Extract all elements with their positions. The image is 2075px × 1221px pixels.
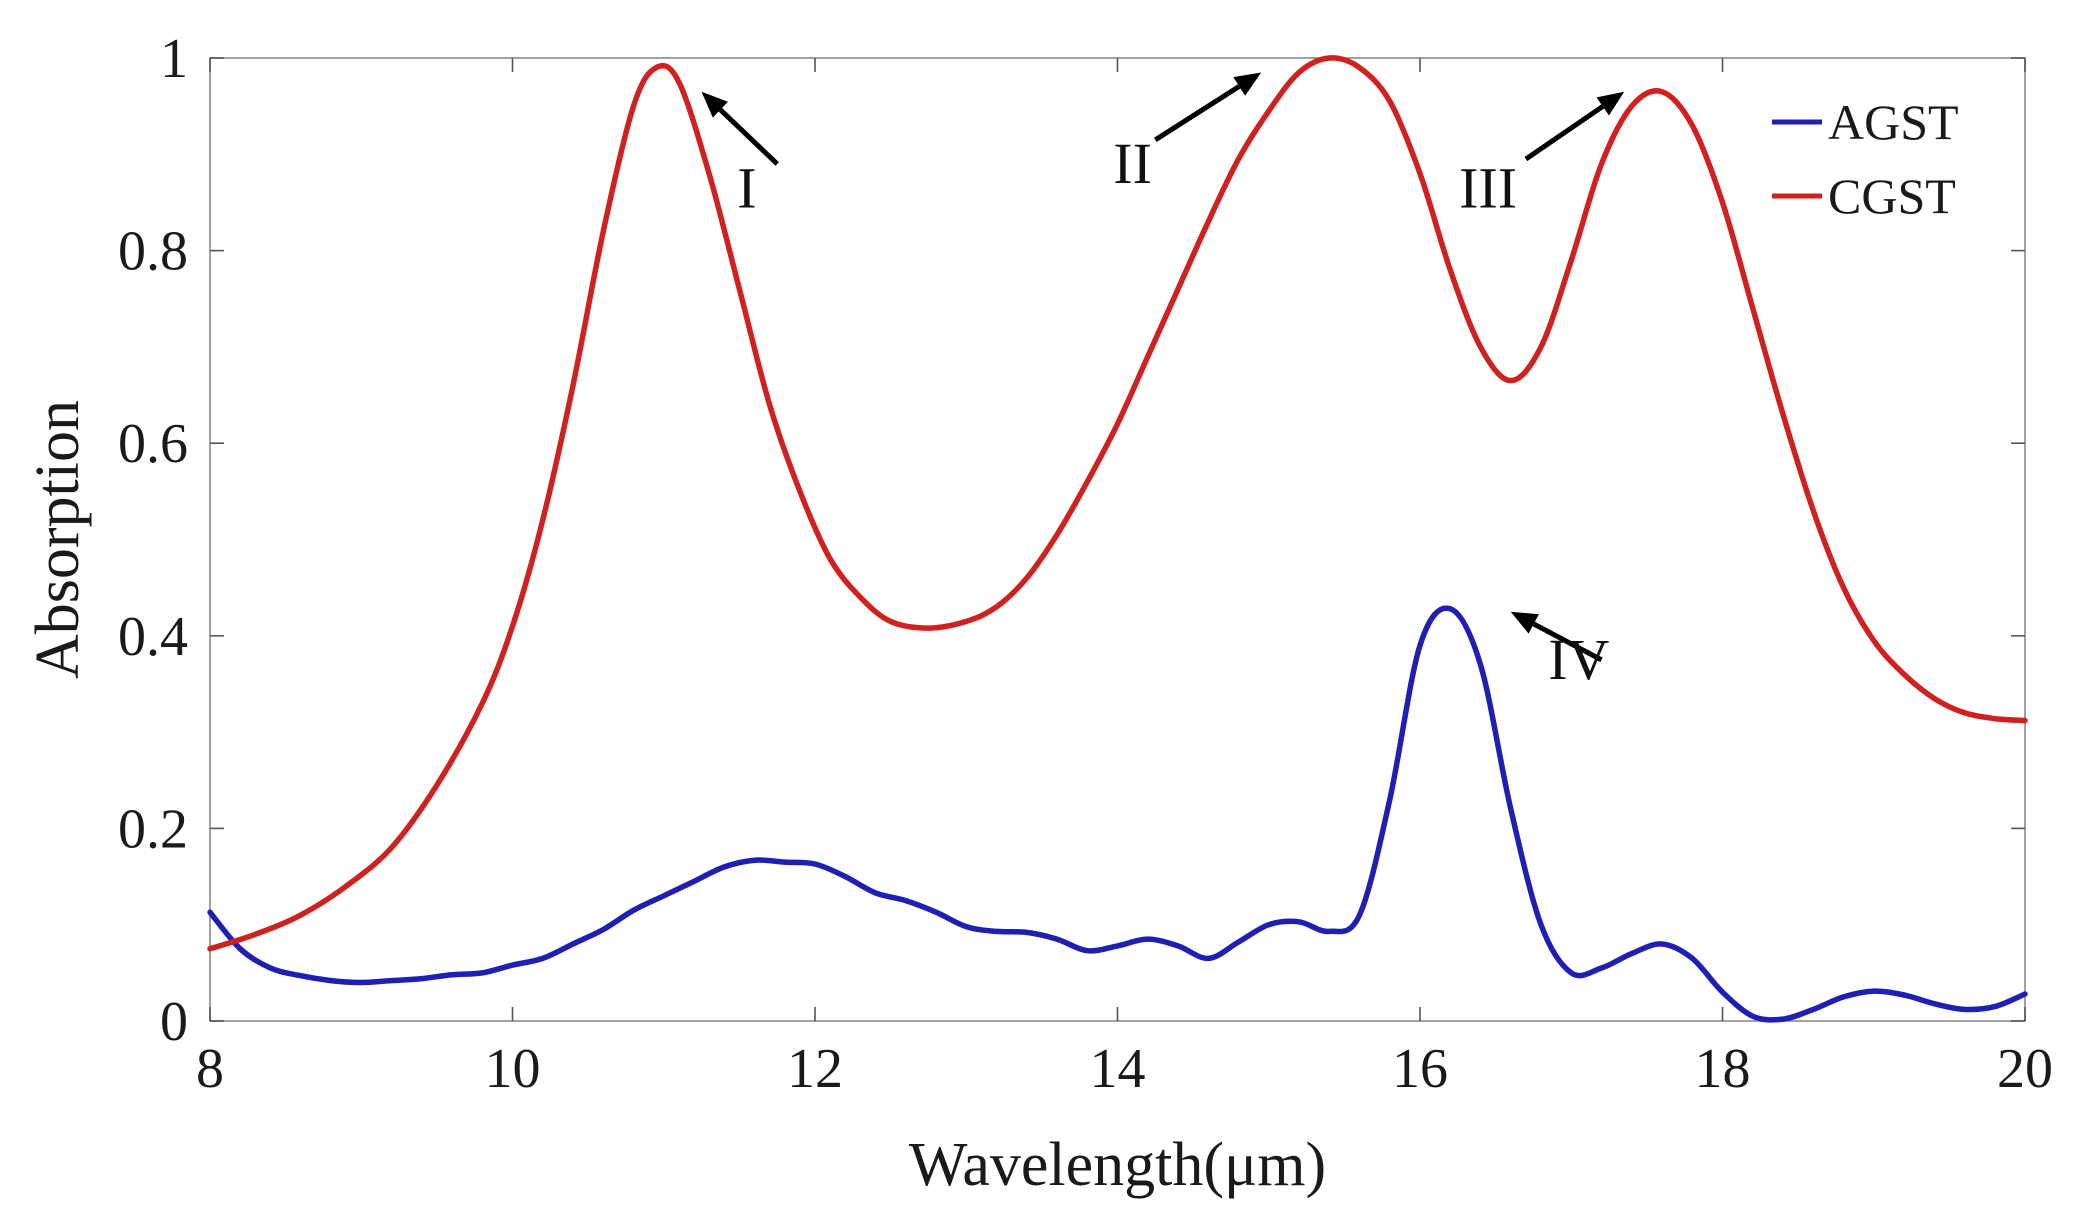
annotation-arrow-head [1233, 72, 1262, 96]
y-tick-label: 1 [160, 28, 188, 90]
legend-label-agst: AGST [1828, 94, 1959, 150]
annotation-arrow-shaft [1524, 104, 1605, 162]
x-tick-label: 10 [485, 1038, 541, 1100]
series-line-cgst [207, 55, 2028, 952]
x-tick-label: 16 [1392, 1038, 1448, 1100]
annotation-label: III [1459, 155, 1517, 220]
annotation-arrow-shaft [718, 107, 779, 166]
legend-label-cgst: CGST [1828, 168, 1956, 224]
y-tick-label: 0.8 [118, 221, 188, 283]
annotation-label: II [1113, 131, 1152, 196]
y-tick-label: 0.4 [118, 606, 188, 668]
x-tick-label: 14 [1090, 1038, 1146, 1100]
x-tick-label: 20 [1997, 1038, 2053, 1100]
x-axis-label: Wavelength(μm) [909, 1131, 1326, 1199]
legend: AGST CGST [1772, 94, 1959, 224]
x-tick-label: 18 [1695, 1038, 1751, 1100]
axis-ticks: 8 10 12 14 16 18 20 0 0.2 0.4 0.6 0.8 1 [118, 28, 2053, 1100]
y-tick-label: 0.6 [118, 413, 188, 475]
data-series [207, 55, 2028, 1023]
annotation-arrow-shaft [1153, 84, 1241, 142]
annotation-label: I [737, 155, 756, 220]
y-axis-label: Absorption [24, 400, 92, 679]
annotation-arrow-shaft [1532, 621, 1603, 663]
series-line-agst [207, 605, 2028, 1023]
y-tick-label: 0 [160, 991, 188, 1053]
x-tick-label: 8 [196, 1038, 224, 1100]
annotation-arrow-head [701, 91, 728, 118]
y-tick-label: 0.2 [118, 798, 188, 860]
x-tick-label: 12 [787, 1038, 843, 1100]
annotation-arrow-head [1510, 611, 1539, 634]
annotation-arrow-head [1596, 91, 1625, 116]
annotation-label: IV [1548, 627, 1609, 692]
